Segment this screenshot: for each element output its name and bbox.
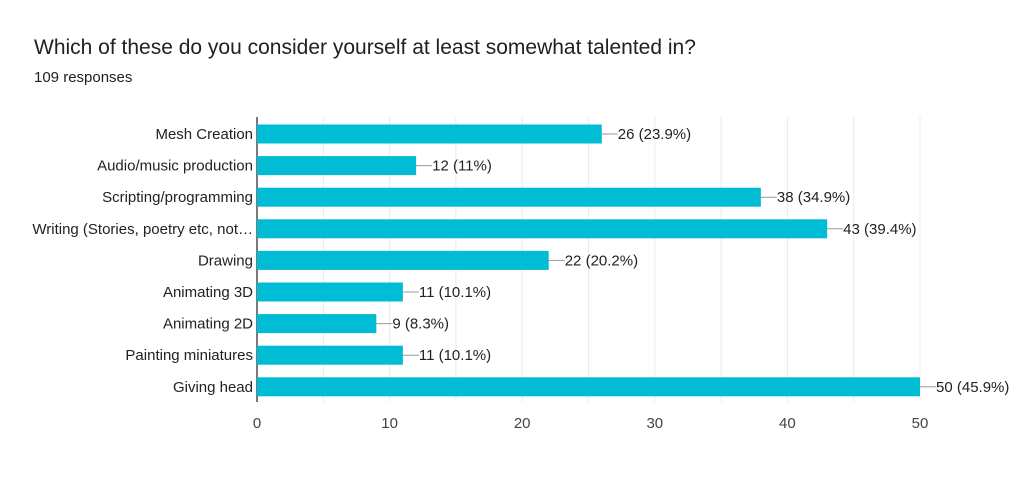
x-tick-label: 0 (253, 415, 261, 432)
category-label: Audio/music production (97, 158, 253, 175)
data-label: 43 (39.4%) (843, 221, 916, 238)
bar (257, 345, 403, 365)
data-label: 50 (45.9%) (936, 379, 1009, 396)
category-label: Animating 2D (163, 316, 253, 333)
x-tick-label: 40 (779, 415, 796, 432)
bar (257, 282, 403, 302)
category-label: Scripting/programming (102, 189, 253, 206)
data-label: 11 (10.1%) (419, 284, 491, 301)
x-tick-label: 10 (381, 415, 398, 432)
chart-title: Which of these do you consider yourself … (34, 36, 696, 59)
bar (257, 219, 828, 239)
x-tick-label: 50 (912, 415, 929, 432)
data-label: 22 (20.2%) (565, 252, 638, 269)
data-label: 11 (10.1%) (419, 347, 491, 364)
category-label: Animating 3D (163, 284, 253, 301)
bar (257, 156, 417, 176)
response-count: 109 responses (34, 69, 133, 86)
data-label: 38 (34.9%) (777, 189, 850, 206)
category-label: Mesh Creation (155, 126, 253, 143)
x-tick-label: 30 (646, 415, 663, 432)
category-label: Giving head (173, 379, 253, 396)
bar (257, 314, 377, 334)
category-label: Painting miniatures (125, 347, 253, 364)
bar (257, 187, 761, 207)
data-label: 9 (8.3%) (392, 316, 449, 333)
bar (257, 377, 920, 397)
bar (257, 250, 549, 270)
bar (257, 124, 602, 144)
data-label: 26 (23.9%) (618, 126, 691, 143)
data-label: 12 (11%) (432, 158, 492, 175)
category-label: Drawing (198, 252, 253, 269)
category-label: Writing (Stories, poetry etc, not… (32, 221, 253, 238)
x-tick-label: 20 (514, 415, 531, 432)
